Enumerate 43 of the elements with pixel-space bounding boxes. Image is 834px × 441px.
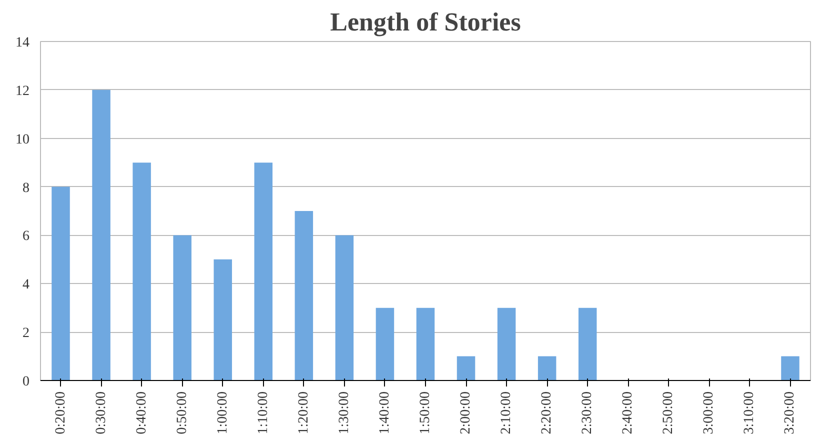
y-tick-label: 4 bbox=[22, 278, 30, 293]
y-tick-label: 14 bbox=[16, 36, 30, 50]
x-tick-label: 1:10:00 bbox=[256, 392, 271, 434]
x-tick-label: 2:20:00 bbox=[540, 392, 555, 434]
x-tick-label: 0:50:00 bbox=[174, 392, 190, 434]
bar bbox=[497, 308, 516, 380]
x-tick-label: 0:20:00 bbox=[53, 392, 68, 434]
x-tick-label: 1:00:00 bbox=[215, 392, 230, 434]
bar bbox=[132, 162, 151, 380]
bar bbox=[214, 259, 232, 380]
x-tick-label: 0:40:00 bbox=[134, 392, 150, 434]
y-tick-label: 12 bbox=[16, 84, 30, 99]
y-tick-label: 2 bbox=[22, 326, 30, 342]
x-tick-label: 3:00:00 bbox=[702, 392, 717, 434]
x-tick-label: 0:30:00 bbox=[94, 392, 109, 434]
bar bbox=[538, 356, 556, 380]
x-tick-label: 1:20:00 bbox=[296, 392, 312, 434]
x-tick-label: 3:20:00 bbox=[782, 392, 798, 434]
x-tick-label: 1:40:00 bbox=[377, 392, 392, 434]
y-tick-label: 6 bbox=[22, 229, 30, 244]
bar bbox=[781, 356, 800, 380]
x-tick-label: 1:50:00 bbox=[418, 392, 433, 434]
bar bbox=[335, 235, 354, 380]
bar bbox=[456, 356, 476, 380]
bar bbox=[254, 162, 273, 380]
bar bbox=[416, 308, 435, 380]
bar bbox=[92, 90, 110, 380]
x-tick-label: 2:00:00 bbox=[458, 392, 474, 434]
y-tick-label: 10 bbox=[16, 132, 30, 148]
x-tick-label: 2:40:00 bbox=[620, 392, 636, 434]
bar bbox=[294, 211, 314, 380]
x-tick-label: 2:50:00 bbox=[661, 392, 676, 434]
bar bbox=[578, 308, 597, 380]
bar bbox=[173, 235, 192, 380]
bar bbox=[376, 308, 394, 380]
chart-title: Length of Stories bbox=[330, 8, 521, 36]
x-tick-label: 2:10:00 bbox=[499, 392, 514, 434]
y-tick-label: 0 bbox=[22, 374, 30, 390]
y-tick-label: 8 bbox=[22, 180, 30, 196]
bar bbox=[52, 186, 70, 380]
x-tick-label: 3:10:00 bbox=[742, 392, 758, 434]
x-tick-label: 2:30:00 bbox=[580, 392, 596, 434]
x-tick-label: 1:30:00 bbox=[336, 392, 352, 434]
